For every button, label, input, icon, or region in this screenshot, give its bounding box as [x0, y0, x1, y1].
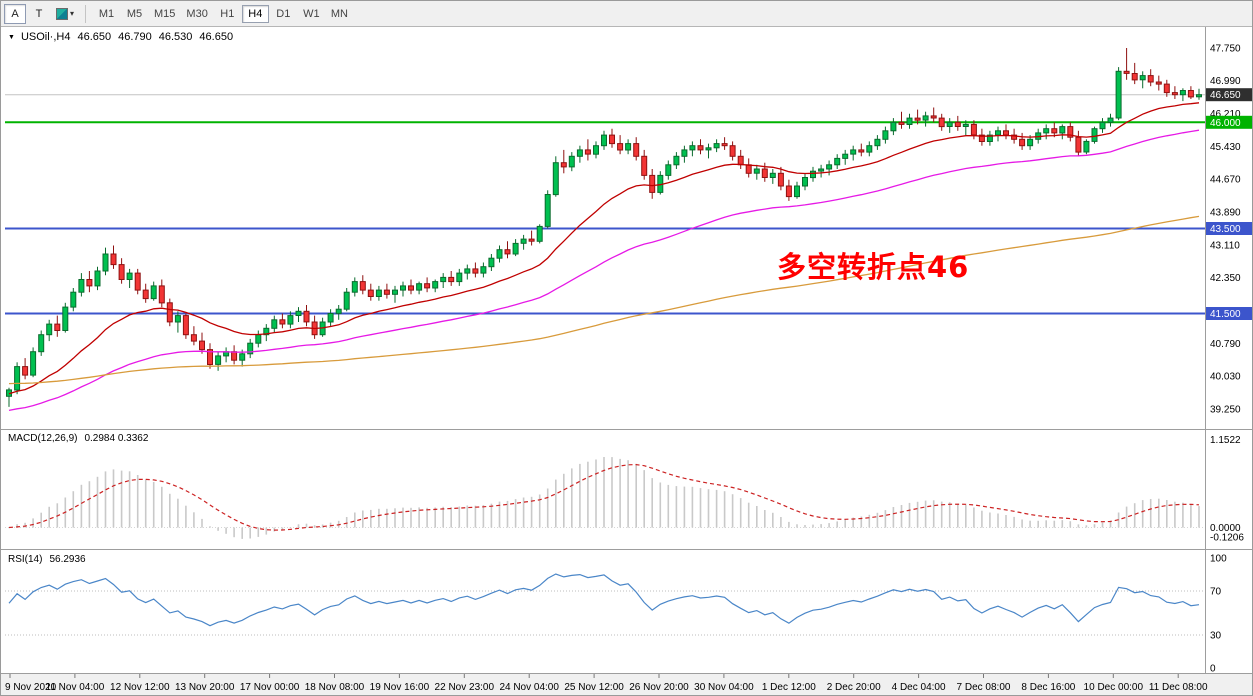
svg-text:1.1522: 1.1522	[1210, 435, 1241, 446]
svg-text:45.430: 45.430	[1210, 142, 1241, 153]
one-click-arrow-icon[interactable]: ▼	[8, 33, 15, 41]
chevron-down-icon: ▾	[70, 9, 75, 18]
chart-text-annotation[interactable]: 多空转折点46	[777, 250, 970, 284]
svg-text:-0.1206: -0.1206	[1210, 532, 1244, 543]
pane-separator-macd[interactable]	[1, 427, 1252, 432]
timeframe-d1-button[interactable]: D1	[270, 5, 297, 23]
svg-text:11 Dec 08:00: 11 Dec 08:00	[1149, 682, 1208, 693]
drawing-tool-icon	[56, 7, 68, 20]
svg-text:43.500: 43.500	[1210, 224, 1241, 235]
macd-indicator-name: MACD(12,26,9)	[8, 433, 78, 444]
time-axis[interactable]	[1, 674, 1252, 695]
svg-text:2 Dec 20:00: 2 Dec 20:00	[827, 682, 881, 693]
svg-text:41.500: 41.500	[1210, 309, 1241, 320]
price-axis[interactable]	[1205, 27, 1252, 674]
svg-text:43.890: 43.890	[1210, 207, 1241, 218]
svg-text:30 Nov 04:00: 30 Nov 04:00	[694, 682, 754, 693]
open-value: 46.650	[77, 31, 112, 43]
timeframe-m5-button[interactable]: M5	[121, 5, 148, 23]
text-tool-button[interactable]: T	[28, 4, 50, 24]
timeframe-h1-button[interactable]: H1	[214, 5, 241, 23]
svg-text:0.0000: 0.0000	[1210, 523, 1241, 534]
svg-text:30: 30	[1210, 631, 1222, 642]
svg-text:7 Dec 08:00: 7 Dec 08:00	[957, 682, 1011, 693]
svg-text:70: 70	[1210, 587, 1222, 598]
macd-indicator-values: 0.2984 0.3362	[84, 433, 149, 444]
svg-text:43.110: 43.110	[1210, 241, 1240, 252]
low-value: 46.530	[158, 31, 193, 43]
svg-text:22 Nov 23:00: 22 Nov 23:00	[435, 682, 495, 693]
timeframe-mn-button[interactable]: MN	[326, 5, 353, 23]
close-value: 46.650	[199, 31, 234, 43]
arrow-cursor-button[interactable]: A	[4, 3, 26, 24]
svg-text:0: 0	[1210, 664, 1216, 675]
svg-text:46.210: 46.210	[1210, 109, 1241, 120]
timeframe-w1-button[interactable]: W1	[298, 5, 325, 23]
timeframe-m15-button[interactable]: M15	[149, 5, 180, 23]
toolbar: A T ▾ M1 M5 M15 M30 H1 H4 D1 W1 MN	[1, 1, 1252, 27]
svg-text:39.250: 39.250	[1210, 405, 1241, 416]
timeframe-m1-button[interactable]: M1	[93, 5, 120, 23]
symbol-period-label: USOil·,H4	[20, 31, 71, 43]
svg-text:46.650: 46.650	[1210, 90, 1241, 101]
timeframe-h4-button[interactable]: H4	[241, 4, 269, 23]
svg-text:8 Dec 16:00: 8 Dec 16:00	[1021, 682, 1075, 693]
svg-text:9 Nov 2020: 9 Nov 2020	[5, 682, 57, 693]
svg-text:100: 100	[1210, 554, 1227, 565]
chart-title: ▼ USOil·,H4 46.650 46.790 46.530 46.650	[8, 31, 233, 43]
timeframe-m30-button[interactable]: M30	[181, 5, 212, 23]
svg-text:42.350: 42.350	[1210, 273, 1241, 284]
svg-text:17 Nov 00:00: 17 Nov 00:00	[240, 682, 300, 693]
svg-text:26 Nov 20:00: 26 Nov 20:00	[629, 682, 689, 693]
svg-text:10 Dec 00:00: 10 Dec 00:00	[1084, 682, 1144, 693]
svg-text:47.750: 47.750	[1210, 44, 1241, 55]
svg-text:25 Nov 12:00: 25 Nov 12:00	[564, 682, 624, 693]
toolbar-separator	[85, 4, 87, 23]
svg-text:12 Nov 12:00: 12 Nov 12:00	[110, 682, 170, 693]
rsi-indicator-name: RSI(14)	[8, 554, 43, 565]
high-value: 46.790	[118, 31, 152, 43]
svg-text:4 Dec 04:00: 4 Dec 04:00	[892, 682, 946, 693]
macd-pane-label: MACD(12,26,9) 0.2984 0.3362	[8, 433, 148, 444]
pane-separator-rsi[interactable]	[1, 547, 1252, 552]
svg-text:40.030: 40.030	[1210, 371, 1241, 382]
rsi-pane-label: RSI(14) 56.2936	[8, 554, 86, 565]
rsi-indicator-values: 56.2936	[49, 554, 86, 565]
svg-text:1 Dec 12:00: 1 Dec 12:00	[762, 682, 816, 693]
svg-text:46.000: 46.000	[1210, 118, 1241, 129]
svg-text:24 Nov 04:00: 24 Nov 04:00	[499, 682, 559, 693]
svg-text:44.670: 44.670	[1210, 174, 1241, 185]
drawing-tools-dropdown[interactable]: ▾	[52, 4, 78, 24]
svg-text:13 Nov 20:00: 13 Nov 20:00	[175, 682, 235, 693]
svg-text:19 Nov 16:00: 19 Nov 16:00	[370, 682, 430, 693]
svg-text:46.990: 46.990	[1210, 76, 1241, 87]
svg-text:18 Nov 08:00: 18 Nov 08:00	[305, 682, 365, 693]
timeframe-group: M1 M5 M15 M30 H1 H4 D1 W1 MN	[93, 4, 353, 23]
svg-text:11 Nov 04:00: 11 Nov 04:00	[46, 682, 105, 693]
svg-text:40.790: 40.790	[1210, 339, 1241, 350]
